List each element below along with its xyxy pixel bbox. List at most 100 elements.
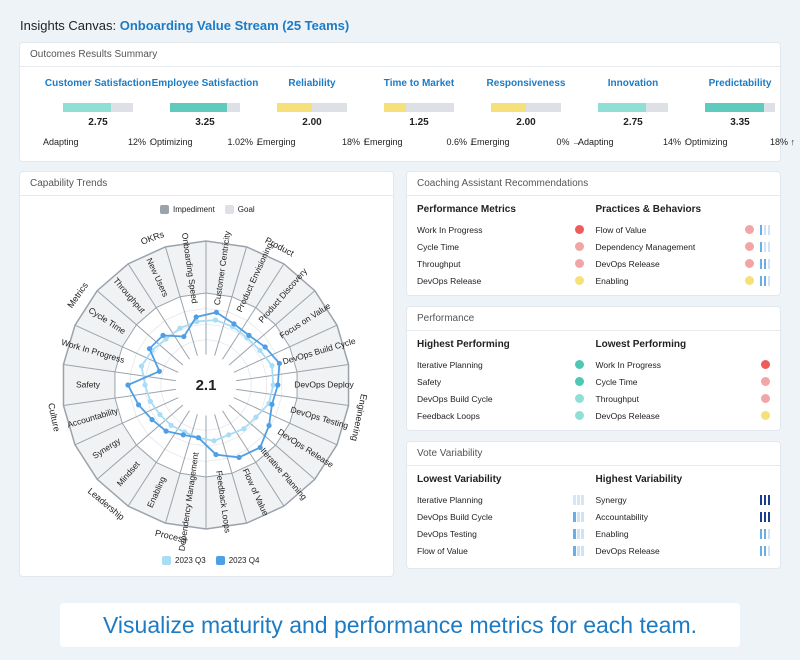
list-item[interactable]: DevOps Testing: [417, 525, 584, 542]
list-item[interactable]: Synergy: [596, 491, 770, 508]
outcome-item[interactable]: Responsiveness 2.00 Emerging 0% →: [471, 69, 581, 147]
data-point[interactable]: [226, 432, 232, 438]
list-item[interactable]: Flow of Value: [417, 542, 584, 559]
outcome-name: Responsiveness: [486, 78, 566, 89]
legend-checkbox[interactable]: [162, 556, 171, 566]
data-point[interactable]: [138, 363, 145, 369]
list-item[interactable]: DevOps Build Cycle: [417, 390, 584, 407]
data-point[interactable]: [276, 360, 283, 367]
list-item[interactable]: DevOps Release: [596, 407, 770, 424]
data-point[interactable]: [135, 402, 142, 408]
outcome-name: Innovation: [607, 78, 659, 89]
data-point[interactable]: [160, 332, 166, 338]
category-label: OKRs: [139, 229, 165, 247]
data-point[interactable]: [163, 428, 169, 434]
list-item[interactable]: Work In Progress: [596, 356, 770, 373]
data-point[interactable]: [194, 318, 200, 325]
data-point[interactable]: [241, 426, 247, 432]
legend-checkbox[interactable]: [215, 556, 225, 566]
change-value: 0.6%: [446, 137, 467, 147]
list-item[interactable]: DevOps Release: [596, 542, 770, 559]
data-point[interactable]: [275, 382, 281, 388]
list-item[interactable]: Safety: [417, 373, 584, 390]
outcome-item[interactable]: Time to Market 1.25 Emerging 0.6% ↓: [364, 69, 474, 147]
capability-label[interactable]: Safety: [76, 379, 101, 389]
data-point[interactable]: [156, 368, 162, 374]
legend-q3[interactable]: 2023 Q3: [162, 556, 206, 566]
variability-bars-icon: [759, 545, 770, 556]
variability-bars-icon: [759, 258, 770, 269]
variability-bars-icon: [573, 528, 584, 539]
item-label: Feedback Loops: [417, 410, 480, 421]
data-point[interactable]: [193, 314, 199, 320]
data-point[interactable]: [236, 454, 242, 461]
legend-goal[interactable]: Goal: [224, 205, 255, 215]
data-point[interactable]: [270, 382, 276, 388]
list-item[interactable]: Enabling: [596, 272, 770, 289]
status-dot: [761, 394, 770, 403]
col-title: Highest Performing: [417, 339, 510, 350]
list-item[interactable]: Cycle Time: [596, 373, 770, 390]
variability-bars-icon: [573, 511, 584, 522]
data-point[interactable]: [262, 344, 268, 350]
list-item[interactable]: Iterative Planning: [417, 356, 584, 373]
data-point[interactable]: [157, 412, 163, 418]
data-point[interactable]: [211, 438, 217, 444]
list-item[interactable]: DevOps Release: [596, 255, 770, 272]
list-item[interactable]: Work In Progress: [417, 221, 584, 238]
data-point[interactable]: [213, 451, 219, 458]
data-point[interactable]: [253, 414, 259, 420]
data-point[interactable]: [195, 435, 202, 441]
radar-spoke: [164, 413, 199, 524]
data-point[interactable]: [266, 422, 272, 429]
team-selector[interactable]: Onboarding Value Stream (25 Teams): [119, 18, 350, 33]
data-point[interactable]: [125, 382, 131, 388]
outcome-item[interactable]: Customer Satisfaction 2.75 Adapting 12% ↑: [43, 69, 153, 147]
list-item[interactable]: Accountability: [596, 508, 770, 525]
outcome-bar: [598, 103, 668, 112]
radar-spoke: [127, 409, 191, 507]
list-item[interactable]: DevOps Release: [417, 272, 584, 289]
list-item[interactable]: Enabling: [596, 525, 770, 542]
radar-chart: Customer Centricity Product EnvisioningPr…: [46, 229, 369, 552]
outcome-footer: Emerging 0.6% ↓: [364, 137, 474, 147]
outcome-bar-fill: [705, 103, 764, 112]
data-point[interactable]: [149, 417, 155, 423]
list-item[interactable]: Cycle Time: [417, 238, 584, 255]
outcome-footer: Emerging 0% →: [471, 137, 581, 147]
data-point[interactable]: [269, 363, 275, 369]
capability-label[interactable]: DevOps Deploy: [294, 379, 354, 389]
outcome-item[interactable]: Employee Satisfaction 3.25 Optimizing 1.02%…: [150, 69, 260, 147]
variability-title: Vote Variability: [407, 442, 780, 466]
data-point[interactable]: [168, 422, 174, 428]
data-point[interactable]: [257, 347, 263, 353]
data-point[interactable]: [213, 309, 220, 315]
coaching-card: Coaching Assistant Recommendations Perfo…: [407, 172, 780, 295]
arrow-up-icon: ↑: [359, 137, 367, 147]
list-item[interactable]: Feedback Loops: [417, 407, 584, 424]
list-item[interactable]: Throughput: [417, 255, 584, 272]
list-item[interactable]: Flow of Value: [596, 221, 770, 238]
outcome-item[interactable]: Innovation 2.75 Adapting 14% ↑: [578, 69, 688, 147]
data-point[interactable]: [269, 401, 275, 407]
data-point[interactable]: [246, 332, 252, 338]
data-point[interactable]: [257, 444, 263, 451]
data-point[interactable]: [212, 317, 218, 323]
list-item[interactable]: Throughput: [596, 390, 770, 407]
legend-q4[interactable]: 2023 Q4: [215, 556, 259, 566]
data-point[interactable]: [231, 321, 237, 327]
data-point[interactable]: [163, 336, 169, 342]
data-point[interactable]: [146, 346, 153, 352]
data-point[interactable]: [181, 333, 187, 340]
list-item[interactable]: Dependency Management: [596, 238, 770, 255]
data-point[interactable]: [180, 432, 186, 438]
outcome-item[interactable]: Predictability 3.35 Optimizing 18% ↑: [685, 69, 795, 147]
list-item[interactable]: Iterative Planning: [417, 491, 584, 508]
data-point[interactable]: [142, 382, 148, 388]
data-point[interactable]: [147, 398, 154, 404]
outcome-level: Emerging: [364, 137, 403, 147]
legend-impediment[interactable]: Impediment: [160, 205, 215, 215]
list-item[interactable]: DevOps Build Cycle: [417, 508, 584, 525]
outcome-item[interactable]: Reliability 2.00 Emerging 18% ↑: [257, 69, 367, 147]
data-point[interactable]: [177, 325, 183, 331]
